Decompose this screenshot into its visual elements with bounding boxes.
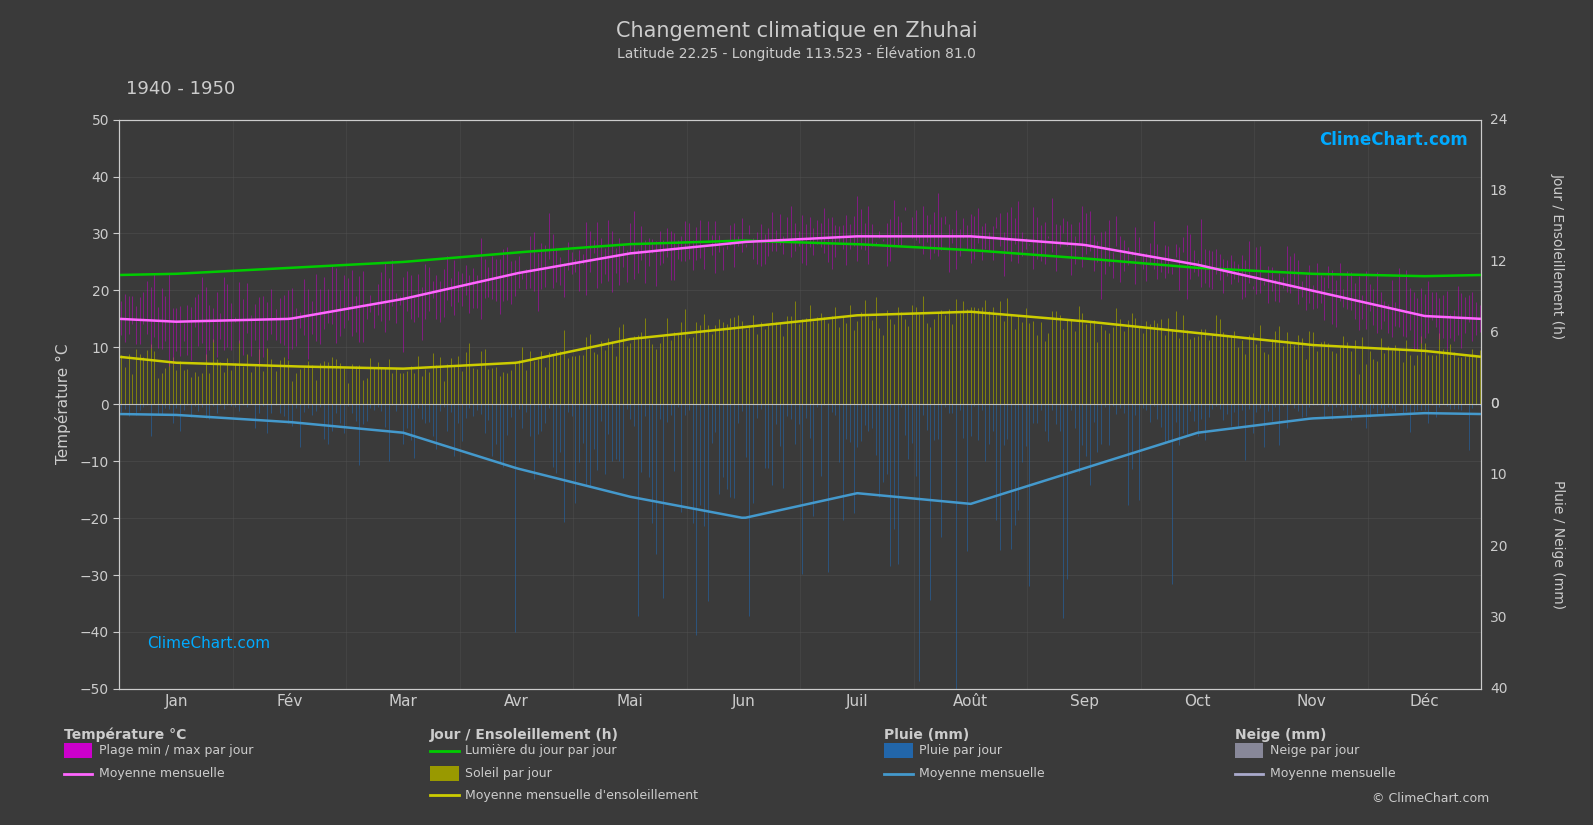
Text: Neige par jour: Neige par jour bbox=[1270, 744, 1359, 757]
Text: Neige (mm): Neige (mm) bbox=[1235, 728, 1325, 742]
Text: Moyenne mensuelle d'ensoleillement: Moyenne mensuelle d'ensoleillement bbox=[465, 789, 698, 802]
Text: 40: 40 bbox=[1489, 682, 1507, 695]
Text: Pluie / Neige (mm): Pluie / Neige (mm) bbox=[1552, 480, 1564, 609]
Text: Température °C: Température °C bbox=[64, 728, 186, 742]
Text: Jour / Ensoleillement (h): Jour / Ensoleillement (h) bbox=[430, 728, 620, 742]
Text: 6: 6 bbox=[1489, 326, 1499, 340]
Text: ClimeChart.com: ClimeChart.com bbox=[147, 636, 269, 651]
Text: 24: 24 bbox=[1489, 113, 1507, 126]
Text: 0: 0 bbox=[1489, 398, 1499, 411]
Text: ClimeChart.com: ClimeChart.com bbox=[1319, 131, 1467, 149]
Text: Changement climatique en Zhuhai: Changement climatique en Zhuhai bbox=[615, 21, 978, 40]
Text: Pluie par jour: Pluie par jour bbox=[919, 744, 1002, 757]
Text: 1940 - 1950: 1940 - 1950 bbox=[126, 80, 236, 98]
Text: Plage min / max par jour: Plage min / max par jour bbox=[99, 744, 253, 757]
Text: © ClimeChart.com: © ClimeChart.com bbox=[1372, 792, 1489, 805]
Text: Lumière du jour par jour: Lumière du jour par jour bbox=[465, 744, 616, 757]
Text: Jour / Ensoleillement (h): Jour / Ensoleillement (h) bbox=[1552, 172, 1564, 339]
Text: Moyenne mensuelle: Moyenne mensuelle bbox=[1270, 767, 1395, 780]
Text: 10: 10 bbox=[1489, 469, 1507, 483]
Text: Latitude 22.25 - Longitude 113.523 - Élévation 81.0: Latitude 22.25 - Longitude 113.523 - Élé… bbox=[616, 45, 977, 61]
Text: 12: 12 bbox=[1489, 255, 1507, 269]
Text: 18: 18 bbox=[1489, 184, 1507, 198]
Text: Soleil par jour: Soleil par jour bbox=[465, 767, 551, 780]
Text: Pluie (mm): Pluie (mm) bbox=[884, 728, 970, 742]
Text: 30: 30 bbox=[1489, 610, 1507, 625]
Y-axis label: Température °C: Température °C bbox=[56, 344, 72, 464]
Text: Moyenne mensuelle: Moyenne mensuelle bbox=[919, 767, 1045, 780]
Text: 20: 20 bbox=[1489, 540, 1507, 554]
Text: Moyenne mensuelle: Moyenne mensuelle bbox=[99, 767, 225, 780]
Text: 0: 0 bbox=[1489, 398, 1499, 411]
